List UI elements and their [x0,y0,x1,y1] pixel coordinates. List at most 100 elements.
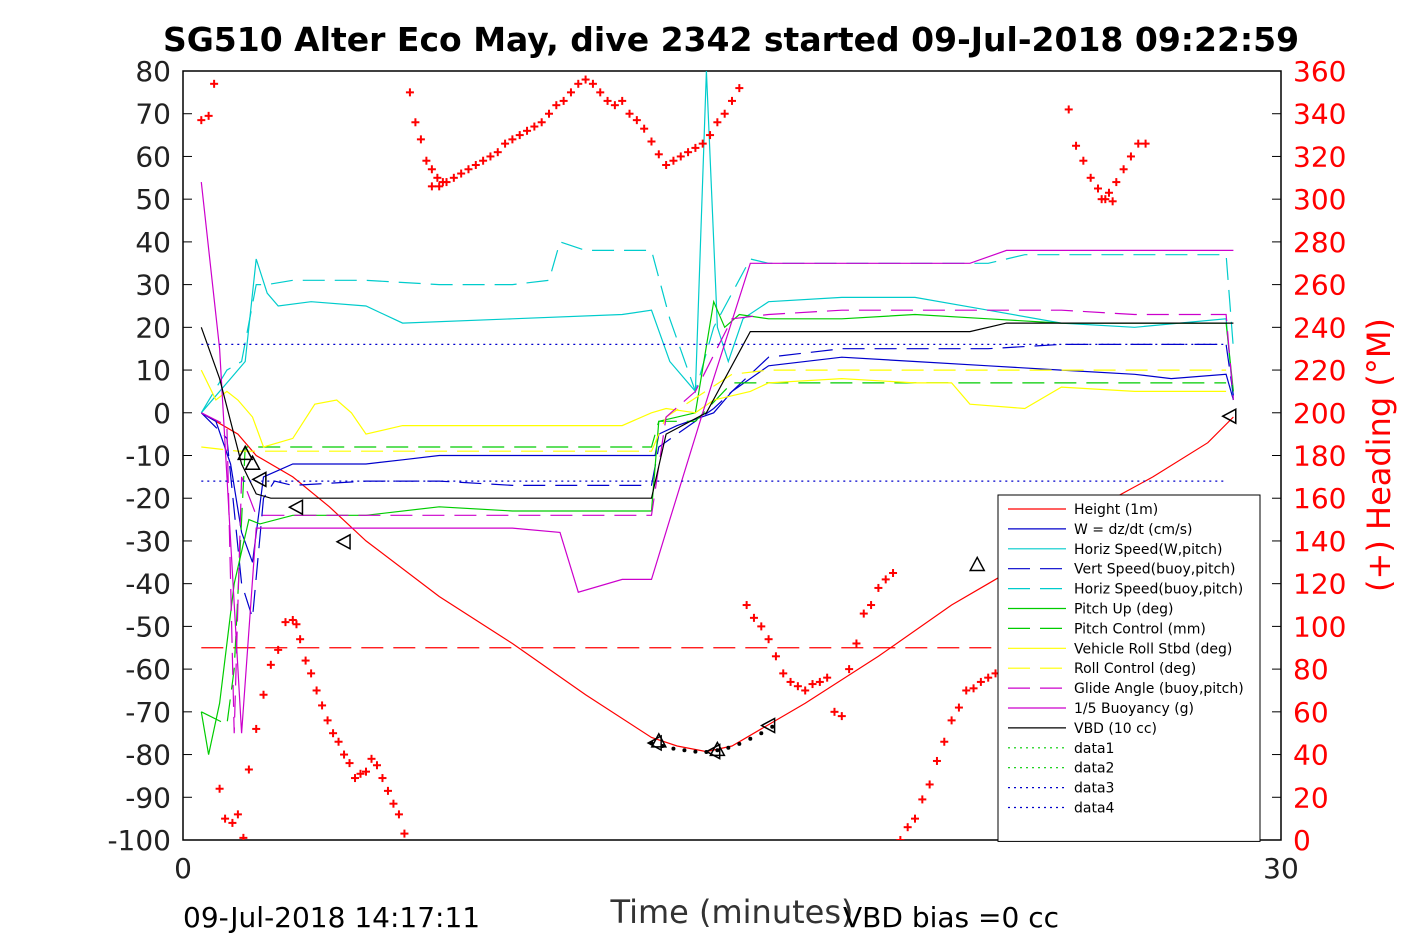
triangle-marker-up [968,555,986,572]
legend-label: Height (1m) [1074,502,1158,518]
plot-marks [197,71,1237,840]
y-right-tick-label: 200 [1293,397,1346,430]
heading-marker [427,165,436,174]
y-right-tick-label: 100 [1293,610,1346,643]
heading-marker [292,620,301,629]
heading-marker [749,613,758,622]
heading-marker [669,156,678,165]
heading-marker [1134,139,1143,148]
legend-label: Horiz Speed(W,pitch) [1074,542,1222,558]
heading-marker [307,669,316,678]
heading-marker [610,101,619,110]
y-left-tick-label: -40 [125,568,171,601]
heading-marker [779,669,788,678]
y-left-tick-label: 50 [135,183,171,216]
heading-marker [735,84,744,93]
heading-marker [416,135,425,144]
triangle-marker-left [705,743,721,760]
triangle-marker-left [251,471,267,488]
y-right-tick-label: 320 [1293,140,1346,173]
x-axis-label: Time (minutes) [610,893,854,931]
legend-label: data3 [1074,781,1114,797]
heading-marker [221,814,230,823]
heading-marker [764,635,773,644]
heading-marker [625,109,634,118]
heading-marker [1094,184,1102,193]
depth-dot [759,731,764,736]
heading-marker [259,690,268,699]
heading-marker [442,178,451,187]
legend-label: Horiz Speed(buoy,pitch) [1074,582,1243,598]
heading-marker [801,686,810,695]
series-line-glide-angle-buoy-pitch [201,309,1234,734]
heading-marker [852,639,861,648]
y-right-tick-label: 220 [1293,354,1346,387]
depth-dot [693,749,698,754]
heading-marker [233,810,242,819]
heading-marker [1097,195,1106,204]
series-line-1-5-buoyancy-g [200,182,1234,734]
heading-marker [954,703,963,712]
legend-label: Pitch Control (mm) [1074,621,1206,637]
heading-marker [793,682,802,691]
depth-dot [748,736,753,741]
y-right-tick-label: 60 [1293,696,1329,729]
heading-marker [728,96,736,105]
y-left-tick-label: 60 [135,140,171,173]
heading-marker [301,656,310,665]
heading-marker [940,737,949,746]
legend-label: VBD (10 cc) [1074,721,1157,737]
y-right-tick-label: 360 [1293,55,1346,88]
heading-marker [786,677,795,686]
heading-marker [530,122,539,131]
triangle-marker-up [236,444,254,461]
heading-marker [486,152,495,161]
heading-marker [383,786,392,795]
heading-marker [771,652,780,661]
heading-marker [742,601,751,610]
heading-marker [706,131,715,140]
heading-marker [1079,156,1088,165]
heading-marker [471,160,480,169]
triangle-marker-left [646,734,662,752]
heading-marker [281,618,290,627]
heading-marker [252,724,261,733]
heading-marker [356,769,365,778]
y-axis-left-ticks: 80 70 60 50 40 30 20 10 0 -10 -20 -30 -40 -50 -60 -70 -8… [107,55,192,857]
heading-marker [867,601,876,610]
y-right-tick-label: 260 [1293,269,1346,302]
heading-marker [903,823,912,832]
heading-marker [266,660,275,669]
series-line-vbd-10-cc [200,322,1234,499]
heading-marker [566,88,575,97]
heading-marker [457,169,466,178]
heading-marker [647,137,656,146]
footer-vbd-bias: VBD bias =0 cc [843,901,1059,934]
y-left-tick-label: -60 [125,653,171,686]
heading-marker [859,609,868,618]
heading-marker [1064,105,1073,114]
y-right-tick-label: 120 [1293,568,1346,601]
heading-marker [588,79,597,88]
y-left-tick-label: 70 [135,98,171,131]
heading-marker [362,767,370,776]
heading-marker [574,79,583,88]
heading-marker [1141,139,1150,148]
y-left-tick-label: 80 [135,55,171,88]
heading-marker [676,152,685,161]
heading-marker [351,774,360,783]
y-right-tick-label: 40 [1293,739,1329,772]
heading-marker [288,615,297,624]
heading-marker [523,126,532,135]
heading-marker [537,118,546,127]
heading-marker [204,111,213,120]
heading-marker [808,680,817,689]
heading-marker [918,795,927,804]
legend-label: W = dz/dt (cm/s) [1074,522,1193,538]
heading-marker [1108,197,1117,206]
y-axis-right-ticks: 3603403203002802602402202001801601401201… [1272,55,1346,857]
heading-marker [345,759,354,768]
heading-marker [596,88,605,97]
heading-marker [823,673,832,682]
heading-marker [329,729,338,738]
